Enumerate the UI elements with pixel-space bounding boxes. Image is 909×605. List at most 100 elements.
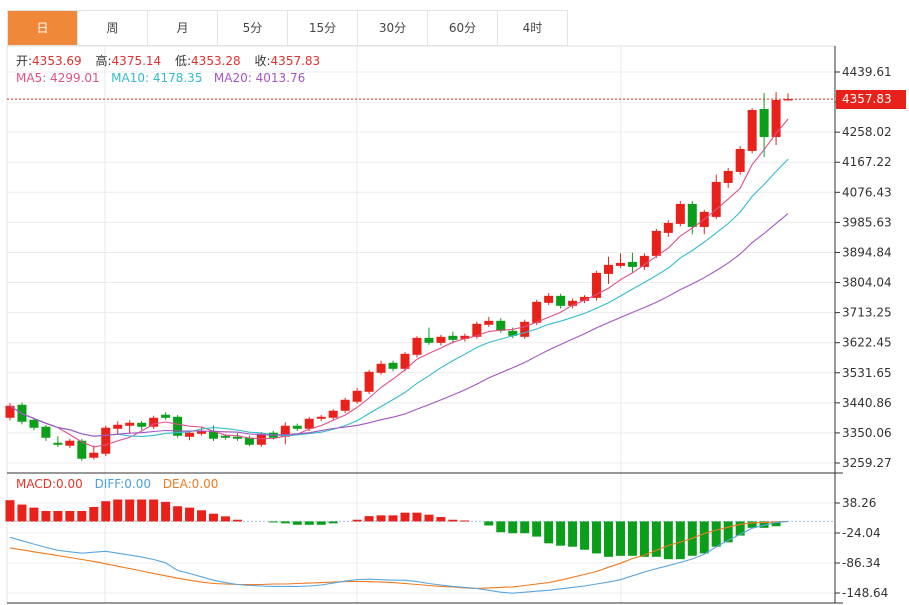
macd-bar — [364, 516, 374, 522]
close-value: 4357.83 — [270, 54, 321, 68]
macd-bar — [544, 521, 554, 544]
price-axis-label: 3804.04 — [842, 276, 892, 290]
candle — [639, 255, 649, 267]
candle — [244, 437, 254, 445]
diff-line — [9, 520, 789, 594]
candle — [197, 430, 207, 434]
candle — [41, 426, 51, 438]
macd-bar — [53, 510, 63, 522]
macd-bar — [484, 521, 494, 526]
price-axis-label: 3622.45 — [842, 336, 892, 350]
macd-bar — [592, 521, 602, 554]
candle — [735, 148, 745, 172]
macd-value: MACD:0.00 — [16, 477, 83, 491]
candle — [675, 203, 685, 224]
tab-5min[interactable]: 5分 — [218, 11, 288, 45]
tab-30min[interactable]: 30分 — [358, 11, 428, 45]
candle — [604, 264, 613, 274]
price-axis-label: 3713.25 — [842, 306, 892, 320]
high-label: 高: — [95, 54, 112, 68]
candle — [137, 422, 147, 427]
candle — [125, 422, 135, 426]
candle — [592, 272, 602, 298]
candle — [771, 99, 781, 137]
ohlc-info: 开:4353.69 高:4375.14 低:4353.28 收:4357.83 — [16, 52, 330, 69]
ma20-line — [9, 213, 789, 437]
candle — [436, 336, 446, 343]
macd-bar — [448, 519, 458, 522]
macd-bar — [77, 510, 87, 522]
candle — [663, 222, 673, 233]
macd-bar — [304, 521, 314, 525]
macd-bar — [185, 507, 195, 522]
candle — [77, 440, 87, 459]
candle — [544, 295, 554, 303]
tab-month[interactable]: 月 — [148, 11, 218, 45]
macd-bar — [663, 521, 673, 560]
macd-bar — [651, 521, 661, 557]
price-axis-label: 3440.86 — [842, 396, 892, 410]
macd-bar — [639, 521, 649, 557]
candle — [29, 419, 39, 428]
candle — [580, 296, 590, 301]
candle — [388, 362, 398, 369]
macd-axis-label: 38.26 — [842, 496, 876, 510]
open-value: 4353.69 — [32, 54, 82, 68]
macd-bar — [424, 514, 434, 522]
candle — [412, 337, 422, 355]
tab-week[interactable]: 周 — [78, 11, 148, 45]
macd-bar — [137, 499, 147, 522]
low-label: 低: — [175, 54, 192, 68]
price-axis-label: 4076.43 — [842, 185, 892, 199]
tab-60min[interactable]: 60分 — [428, 11, 498, 45]
candle — [89, 452, 99, 458]
candle — [627, 261, 637, 267]
ma10-value: MA10: 4178.35 — [111, 71, 203, 85]
macd-bar — [292, 521, 302, 525]
diff-value: DIFF:0.00 — [94, 477, 151, 491]
macd-bar — [316, 521, 326, 525]
candle — [53, 442, 63, 445]
tab-4hour[interactable]: 4时 — [498, 11, 568, 45]
price-axis-label: 3350.06 — [842, 426, 892, 440]
candle — [424, 337, 434, 343]
macd-bar — [436, 517, 446, 522]
candle — [161, 414, 171, 418]
candle — [460, 335, 470, 339]
candle — [448, 335, 458, 340]
macd-bar — [220, 516, 230, 522]
macd-axis-label: -148.64 — [842, 586, 888, 600]
candle — [232, 436, 242, 439]
macd-bar — [29, 507, 39, 522]
macd-bar — [388, 515, 398, 522]
candle — [208, 430, 218, 439]
ma-info: MA5: 4299.01 MA10: 4178.35 MA20: 4013.76 — [16, 71, 305, 85]
macd-bar — [711, 521, 721, 547]
macd-bar — [771, 521, 781, 527]
macd-bar — [460, 520, 470, 522]
macd-bar — [232, 519, 242, 522]
macd-bar — [5, 500, 15, 522]
macd-bar — [580, 521, 590, 550]
candle — [340, 399, 350, 411]
candle — [173, 416, 183, 436]
candle — [292, 425, 302, 429]
candle — [113, 424, 123, 429]
candle — [484, 320, 494, 325]
candle — [400, 353, 410, 369]
candle — [352, 390, 362, 402]
candle — [256, 433, 266, 445]
macd-bar — [352, 519, 362, 522]
price-axis-label: 3894.84 — [842, 245, 892, 259]
macd-bar — [735, 521, 745, 536]
candle — [65, 440, 75, 446]
close-label: 收: — [254, 54, 271, 68]
tab-15min[interactable]: 15分 — [288, 11, 358, 45]
candle — [747, 109, 757, 151]
macd-info: MACD:0.00 DIFF:0.00 DEA:0.00 — [16, 477, 218, 491]
ma5-value: MA5: 4299.01 — [16, 71, 100, 85]
tab-day[interactable]: 日 — [8, 11, 78, 45]
candle — [508, 330, 518, 336]
macd-bar — [615, 521, 625, 556]
